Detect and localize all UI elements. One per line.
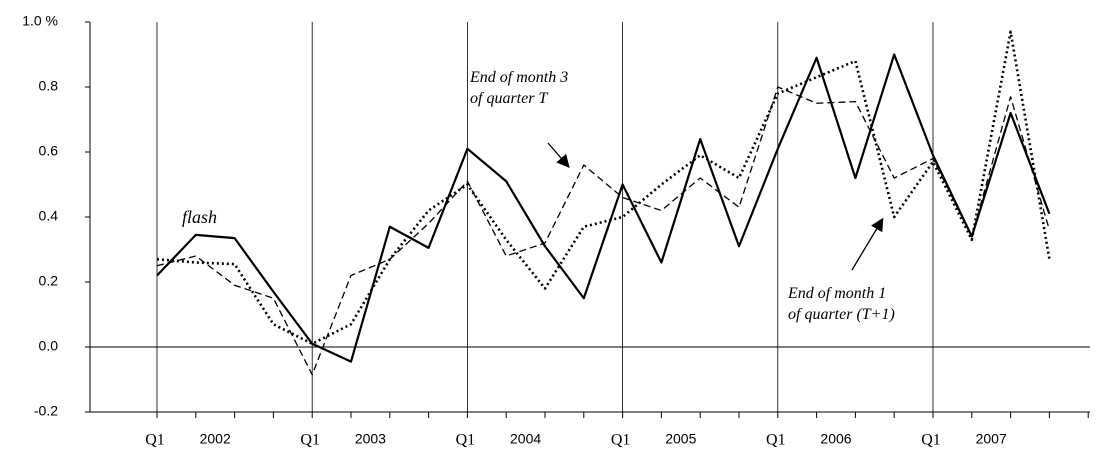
year-label: 2004 [510, 431, 541, 447]
series-line [156, 30, 1051, 346]
y-tick-label: 0.8 [39, 78, 59, 94]
y-tick-label: 0.0 [39, 338, 59, 354]
x-tick-label: Q1 [611, 432, 631, 449]
series-label: End of month 1 of quarter (T+1) [788, 285, 895, 323]
y-tick-label: 1.0 % [22, 13, 58, 29]
y-tick-label: 0.4 [39, 208, 59, 224]
annotation-arrow [851, 217, 884, 271]
year-label: 2002 [200, 431, 231, 447]
series-line [156, 86, 1051, 376]
year-label: 2006 [820, 431, 851, 447]
y-tick-label: 0.6 [39, 143, 59, 159]
y-tick-label: 0.2 [39, 273, 59, 289]
year-label: 2007 [976, 431, 1007, 447]
x-tick-label: Q1 [456, 432, 476, 449]
x-tick-label: Q1 [766, 432, 786, 449]
series-label: End of month 3 of quarter T [470, 69, 569, 107]
year-label: 2005 [665, 431, 696, 447]
y-tick-label: -0.2 [34, 403, 58, 419]
year-label: 2003 [355, 431, 386, 447]
series-line [156, 53, 1051, 363]
series-label: flash [182, 207, 218, 227]
x-tick-label: Q1 [300, 432, 320, 449]
x-tick-label: Q1 [921, 432, 941, 449]
x-tick-label: Q1 [145, 432, 165, 449]
annotation-arrow [547, 142, 570, 168]
